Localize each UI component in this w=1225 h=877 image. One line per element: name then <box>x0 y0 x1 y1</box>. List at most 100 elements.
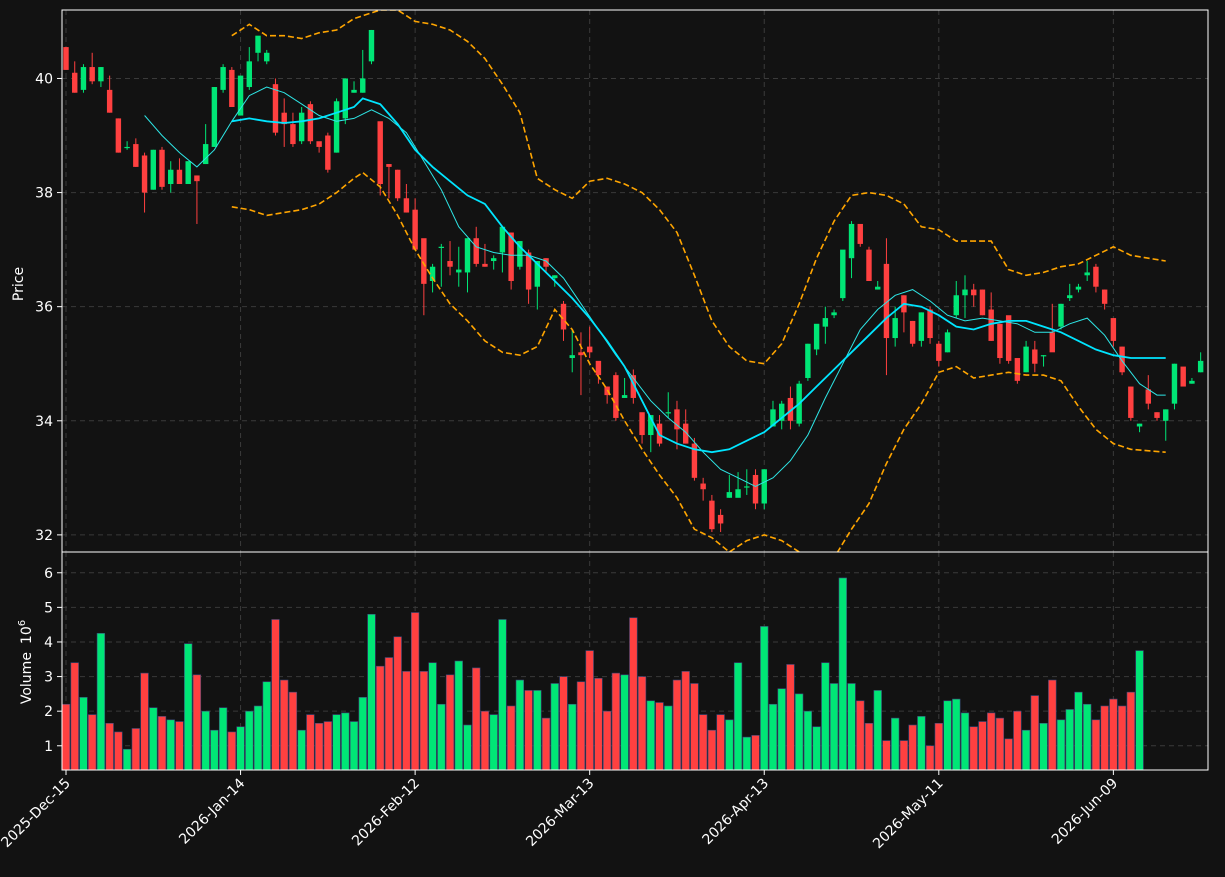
candle-body <box>971 289 977 296</box>
volume-bar <box>559 676 568 770</box>
candle-body <box>735 489 741 498</box>
candle-body <box>717 514 724 524</box>
lower-band <box>231 171 1166 552</box>
volume-bar <box>1117 705 1127 770</box>
volume-bar <box>410 612 420 770</box>
volume-bar <box>524 690 533 770</box>
volume-bar <box>149 707 158 770</box>
candle-body <box>464 238 471 273</box>
volume-bar <box>891 717 900 770</box>
price-tick-labels: 32 34 36 38 40 <box>35 71 62 544</box>
price-axis-label: Price <box>11 267 27 301</box>
candle-body <box>482 263 488 267</box>
candle-body <box>883 263 890 339</box>
volume-bar <box>699 714 708 770</box>
volume-bar <box>987 712 996 770</box>
volume-bar <box>70 662 79 770</box>
candle-body <box>211 87 218 147</box>
candle-body <box>1110 318 1117 341</box>
volume-tick-label: 5 <box>44 600 53 616</box>
candle-body <box>700 483 706 490</box>
volume-bar <box>376 665 385 770</box>
volume-bar <box>952 698 961 770</box>
candle-body <box>726 492 733 498</box>
candle-body <box>1163 409 1169 421</box>
volume-bar <box>297 729 306 770</box>
volume-bar <box>847 683 856 770</box>
volume-bar <box>1021 729 1031 770</box>
volume-bar <box>1126 691 1135 770</box>
candle-body <box>761 469 767 504</box>
volume-bar <box>672 679 682 770</box>
volume-bar <box>733 662 743 770</box>
candle-body <box>185 161 191 185</box>
price-tick-label: 34 <box>35 414 53 430</box>
volume-bar <box>157 716 167 770</box>
volume-bar <box>1056 719 1066 770</box>
volume-bar <box>576 681 586 770</box>
candle-body <box>333 101 340 153</box>
candle-body <box>342 78 349 119</box>
volume-bar <box>707 729 717 770</box>
candle-body <box>831 312 837 316</box>
volume-bar <box>838 577 847 770</box>
volume-bar <box>515 679 525 770</box>
candle-body <box>473 238 479 264</box>
volume-bar <box>88 714 97 770</box>
candle-body <box>447 261 453 267</box>
volume-bar <box>978 721 987 770</box>
candle-body <box>403 198 410 213</box>
candle-body <box>621 395 628 398</box>
candle-body <box>857 223 863 244</box>
candle-body <box>962 289 968 296</box>
volume-bar <box>1109 698 1118 770</box>
candle-body <box>1101 289 1108 304</box>
candle-body <box>988 309 994 341</box>
volume-bar <box>192 674 202 770</box>
candle-body <box>665 412 671 414</box>
volume-bar <box>349 721 359 770</box>
volume-bar <box>594 678 603 770</box>
candle-body <box>630 375 637 398</box>
volume-bar <box>253 705 263 770</box>
candle-body <box>360 78 366 93</box>
volume-bar <box>821 662 830 770</box>
volume-bar <box>367 613 376 770</box>
candle-body <box>429 266 436 281</box>
volume-bar <box>742 736 751 770</box>
candle-body <box>421 238 427 284</box>
volume-bar <box>323 721 332 770</box>
volume-bar <box>218 707 228 770</box>
candle-body <box>499 226 506 253</box>
volume-bar <box>463 724 472 770</box>
volume-bar <box>882 740 891 770</box>
volume-bar <box>140 672 149 770</box>
price-tick-label: 38 <box>35 186 53 202</box>
candle-body <box>543 258 549 267</box>
volume-bar <box>786 664 795 770</box>
volume-bar <box>899 740 909 770</box>
volume-bar <box>122 748 132 770</box>
candle-body <box>569 355 575 359</box>
candle-body <box>220 67 226 90</box>
volume-bar <box>1048 679 1057 770</box>
candle-body <box>1023 346 1029 373</box>
candle-body <box>892 318 898 339</box>
candle-body <box>805 343 811 378</box>
candle-body <box>674 409 680 430</box>
candle-body <box>866 249 872 281</box>
candle-body <box>456 269 462 273</box>
candle-body <box>159 149 165 187</box>
volume-bar <box>437 703 446 770</box>
volume-bar <box>690 683 699 770</box>
volume-bar <box>1039 722 1048 770</box>
candle-body <box>194 175 200 182</box>
candle-body <box>1032 349 1038 364</box>
price-tick-label: 32 <box>35 528 53 544</box>
candle-body <box>813 323 820 350</box>
candle-body <box>325 135 331 170</box>
volume-bar <box>777 688 786 770</box>
volume-axis-label: Volume106 <box>17 620 35 704</box>
candle-body <box>89 67 95 82</box>
candle-body <box>150 149 156 190</box>
